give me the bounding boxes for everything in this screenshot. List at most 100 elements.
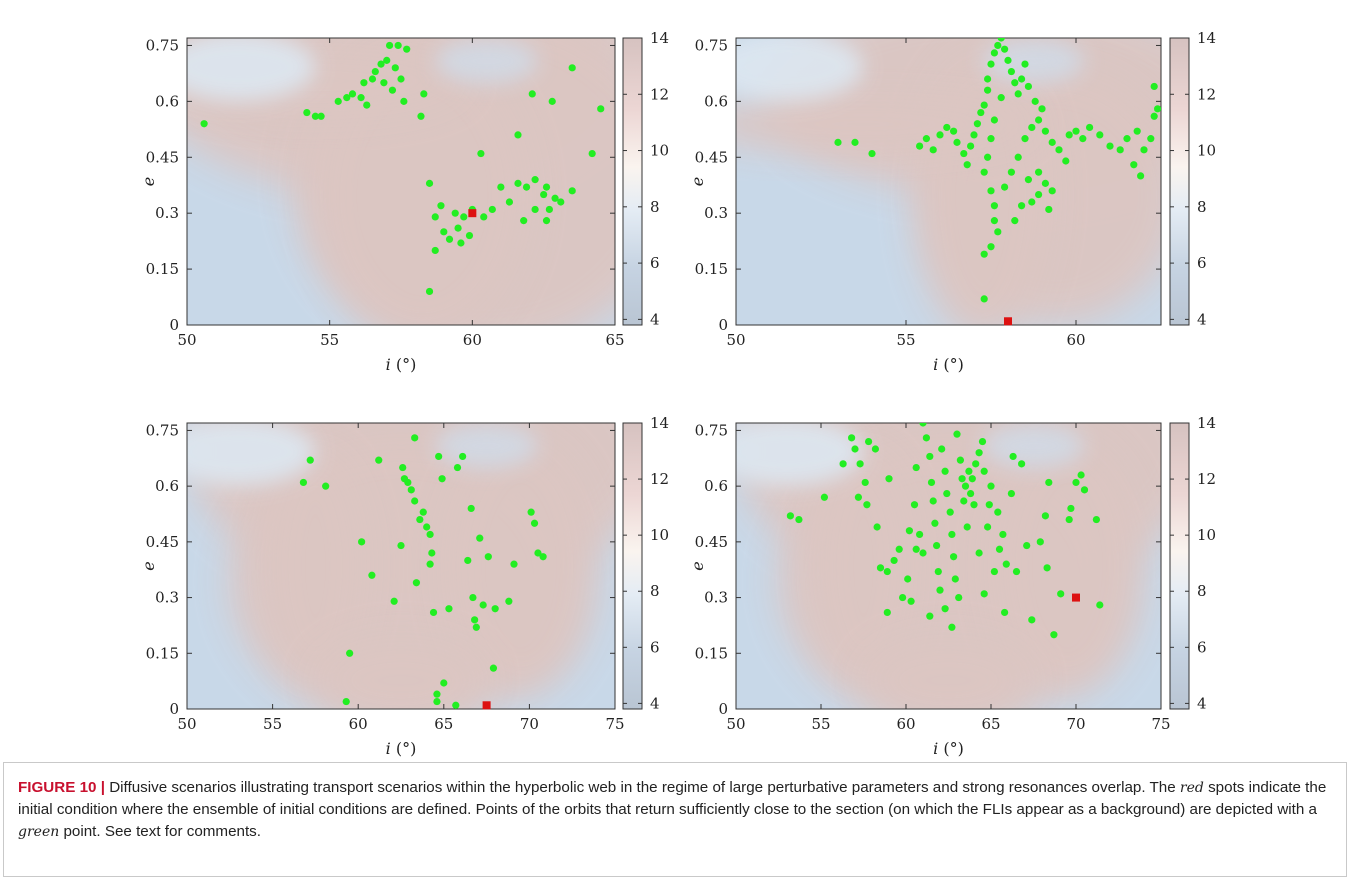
green-point (542, 217, 551, 225)
green-point (551, 194, 559, 202)
green-point (955, 593, 963, 602)
green-point (363, 101, 371, 109)
green-point (445, 605, 453, 613)
green-point (360, 79, 368, 87)
figure-caption: FIGURE 10 | Diffusive scenarios illustra… (3, 762, 1347, 877)
x-tick-label: 50 (726, 715, 745, 733)
green-point (317, 112, 325, 120)
y-tick-label: 0.3 (704, 589, 728, 607)
green-point (1007, 489, 1016, 498)
green-point (200, 120, 208, 128)
colorbar-tick-label: 8 (1197, 582, 1207, 600)
panel-top-right: 50 55 60 0 0.15 0.3 0.45 0.6 0.75 i (°) e 14 12 10 8 6 4 (688, 29, 1216, 374)
green-point (1048, 187, 1056, 195)
green-point (943, 489, 951, 498)
green-point (916, 530, 924, 539)
colorbar-tick-label: 14 (1197, 29, 1216, 47)
green-point (1140, 146, 1148, 154)
green-point (980, 590, 988, 598)
green-point (1014, 90, 1022, 98)
x-tick-label: 55 (896, 331, 915, 349)
green-point (1123, 135, 1131, 143)
green-point (997, 94, 1005, 102)
x-tick-label: 75 (605, 715, 624, 733)
green-point (876, 564, 885, 572)
green-point (994, 508, 1002, 516)
green-point (403, 45, 411, 53)
green-point (1036, 538, 1044, 546)
green-point (960, 149, 968, 158)
green-point (968, 475, 976, 483)
green-point (941, 467, 949, 475)
green-point (961, 482, 970, 490)
green-point (936, 586, 944, 594)
green-point (431, 246, 439, 255)
y-tick-label: 0.75 (695, 36, 728, 54)
green-point (380, 79, 388, 87)
x-tick-label: 50 (726, 331, 745, 349)
green-point (489, 664, 498, 672)
green-point (851, 138, 859, 146)
y-tick-label: 0.15 (146, 260, 179, 278)
initial-condition-marker (468, 209, 477, 218)
green-point (1077, 471, 1085, 479)
green-point (346, 649, 354, 657)
green-point (407, 486, 415, 494)
green-point (457, 239, 465, 247)
plot-frame (186, 422, 616, 710)
green-point (967, 489, 975, 498)
colorbar-tick-label: 8 (650, 198, 660, 216)
green-point (905, 527, 914, 535)
green-point (1096, 131, 1104, 139)
green-point (534, 549, 542, 557)
green-point (990, 217, 999, 225)
green-point (531, 176, 539, 184)
green-point (491, 605, 499, 613)
y-tick-label: 0.3 (704, 204, 728, 222)
green-point (1007, 168, 1016, 176)
green-point (904, 575, 912, 583)
green-point (960, 497, 968, 505)
green-point (425, 179, 434, 187)
fli-background (736, 38, 1161, 325)
colorbar-tick-label: 14 (650, 414, 669, 432)
colorbar-tick-label: 12 (650, 85, 669, 103)
green-point (1057, 590, 1065, 598)
green-point (907, 597, 915, 605)
green-point (497, 183, 505, 191)
green-point (420, 90, 428, 98)
x-axis-unit: (°) (396, 355, 416, 374)
green-point (948, 530, 956, 539)
green-point (929, 146, 937, 154)
green-point (357, 94, 365, 102)
x-axis-label: i (°) (386, 355, 417, 374)
green-point (451, 209, 459, 217)
green-point (557, 198, 565, 206)
green-point (411, 434, 419, 442)
y-tick-label: 0.15 (695, 644, 728, 662)
x-tick-label: 60 (463, 331, 482, 349)
colorbar-gradient (1169, 422, 1190, 710)
green-point (868, 149, 876, 158)
green-point (984, 153, 992, 161)
colorbar-tick-label: 6 (1197, 254, 1207, 272)
green-point (539, 553, 547, 561)
colorbar-tick-label: 4 (650, 310, 660, 328)
green-point (1041, 127, 1049, 135)
green-point (425, 287, 434, 296)
green-point (1133, 127, 1141, 135)
green-point (883, 608, 891, 617)
x-axis-variable: i (386, 355, 391, 374)
green-point (505, 198, 514, 206)
green-point (863, 501, 871, 509)
green-point (342, 697, 350, 706)
x-tick-label: 55 (263, 715, 282, 733)
green-point (1150, 82, 1158, 91)
green-point (1106, 142, 1114, 150)
green-point (417, 112, 425, 120)
colorbar-tick-label: 8 (650, 582, 660, 600)
y-tick-label: 0.15 (695, 260, 728, 278)
colorbar-tick-label: 12 (650, 470, 669, 488)
green-point (953, 430, 961, 438)
